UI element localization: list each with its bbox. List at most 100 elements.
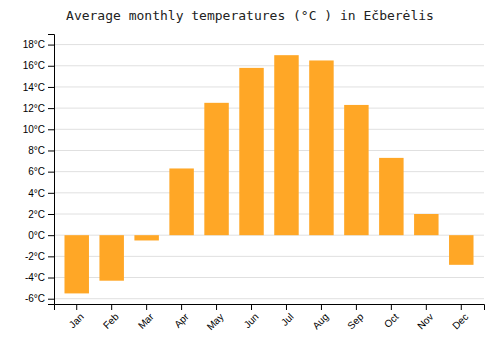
bar [134,235,158,240]
y-tick-mark [48,278,54,279]
x-tick-label: Oct [382,311,401,330]
x-tick-label: Feb [101,311,121,331]
bars [64,55,473,293]
y-tick-mark [48,150,54,151]
grid-line [54,192,484,193]
x-tick-mark [181,304,182,310]
y-tick-label: -6°C [25,293,45,304]
y-tick-mark [48,235,54,236]
x-tick-label: Jan [67,311,86,330]
x-tick-mark [286,304,287,310]
y-tick-mark [48,214,54,215]
bar [99,235,123,281]
grid-line [54,129,484,130]
y-tick: -6°C [25,293,54,304]
y-tick-mark [48,45,54,46]
y-tick: 16°C [23,60,54,71]
grid-line [54,86,484,87]
x-tick-label: May [205,311,226,332]
y-tick-mark [48,108,54,109]
x-tick: Apr [172,304,191,330]
x-tick-mark [356,304,357,310]
y-tick-label: -4°C [25,272,45,283]
y-tick: -4°C [25,272,54,283]
x-tick: Sep [345,304,366,331]
x-tick: Jun [242,304,261,330]
y-tick-label: 6°C [28,166,45,177]
y-tick-mark [48,299,54,300]
bar [344,105,368,235]
y-tick-label: -2°C [25,251,45,262]
y-tick-label: 10°C [23,124,45,135]
plot: -6°C -4°C -2°C 0°C 2°C 4°C 6°C 8°C 10°C 12°C 14°C 1… [23,35,485,333]
x-tick: Feb [101,304,121,331]
bar [64,235,88,293]
title: Average monthly temperatures (°C ) in Eč… [66,8,434,23]
x-tick-label: Aug [310,311,330,331]
bar [169,168,193,235]
x-tick: Mar [136,304,156,331]
y-tick-mark [48,256,54,257]
y-tick-label: 18°C [23,39,45,50]
x-tick-mark [391,304,392,310]
x-tick-label: Mar [136,311,156,331]
grid-line [54,65,484,66]
y-tick: 4°C [28,188,54,199]
y-tick-label: 14°C [23,82,45,93]
grid-line [54,44,484,45]
bar [204,103,228,235]
x-tick-label: Dec [450,311,470,331]
y-tick: 8°C [28,145,54,156]
y-axis: -6°C -4°C -2°C 0°C 2°C 4°C 6°C 8°C 10°C 12°C 14°C 1… [23,35,55,305]
bar [239,68,263,235]
y-tick-mark [48,129,54,130]
y-tick-label: 2°C [28,209,45,220]
bar [414,214,438,235]
x-tick: Jan [67,304,86,330]
chart: Average monthly temperatures (°C ) in Eč… [0,0,500,350]
y-tick-mark [48,193,54,194]
y-tick-label: 12°C [23,103,45,114]
grid-line [54,150,484,151]
bar [379,158,403,235]
x-tick-label: Jul [279,311,296,328]
y-tick-mark [48,87,54,88]
x-tick: Nov [415,304,435,331]
x-tick-mark [461,304,462,310]
x-tick-mark [251,304,252,310]
bar [274,55,298,235]
y-tick-label: 0°C [28,230,45,241]
bar [449,235,473,265]
x-tick-mark [76,304,77,310]
x-tick: Aug [310,304,330,331]
y-tick-label: 8°C [28,145,45,156]
y-tick-mark [48,66,54,67]
x-tick: Oct [382,304,401,330]
y-tick: 12°C [23,103,54,114]
grid-line [54,298,484,299]
grid-line [54,171,484,172]
x-tick-mark [146,304,147,310]
grid [54,45,484,299]
x-tick-mark [111,304,112,310]
x-tick-label: Nov [415,311,435,331]
x-tick-mark [216,304,217,310]
y-tick: 2°C [28,209,54,220]
y-tick: 0°C [28,230,54,241]
y-tick: 14°C [23,82,54,93]
y-tick-label: 16°C [23,60,45,71]
x-tick-mark [321,304,322,310]
x-tick-label: Sep [345,311,366,332]
x-tick-mark [426,304,427,310]
x-axis-line [55,305,485,311]
x-tick: Dec [450,304,470,331]
x-tick: Jul [279,304,296,328]
x-tick: May [205,304,226,332]
y-tick-label: 4°C [28,188,45,199]
bar [309,60,333,235]
x-tick-label: Apr [172,311,191,330]
x-tick-label: Jun [242,311,261,330]
y-tick: 6°C [28,166,54,177]
y-tick: 10°C [23,124,54,135]
grid-line [54,108,484,109]
